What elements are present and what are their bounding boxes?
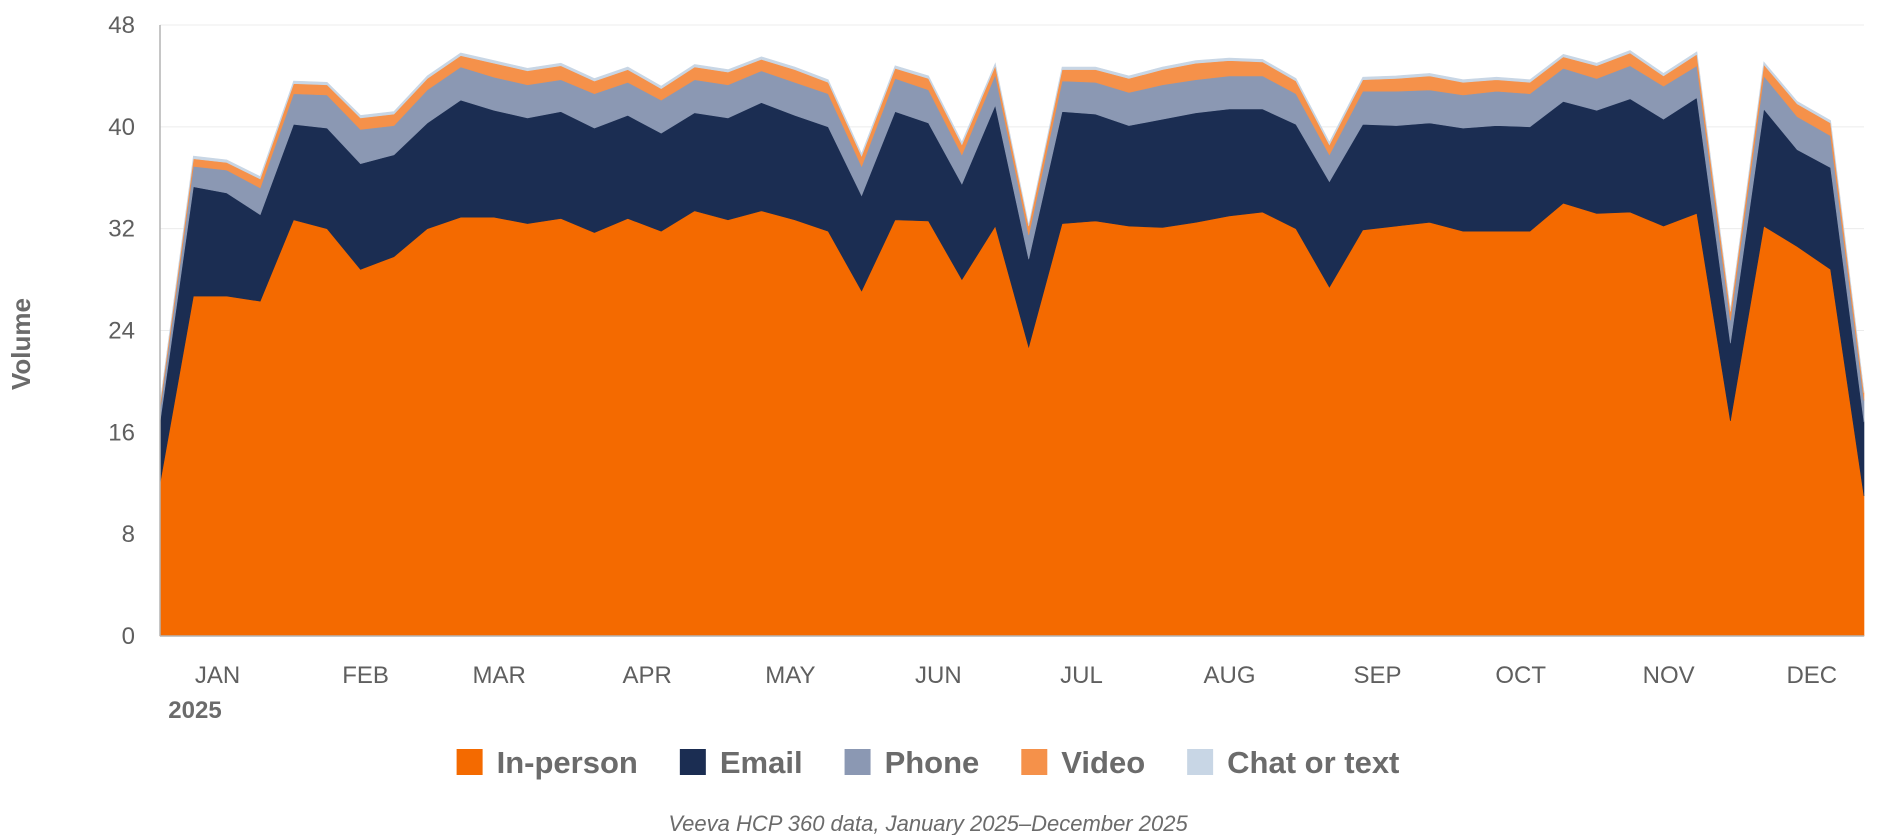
x-tick-label: JAN xyxy=(195,662,240,689)
legend-label: Video xyxy=(1061,745,1145,780)
legend-swatch xyxy=(844,749,871,775)
legend-item-chat-or-text: Chat or text xyxy=(1187,745,1399,780)
y-tick-label: 32 xyxy=(108,216,135,243)
legend-label: Phone xyxy=(885,745,980,780)
legend-swatch xyxy=(456,749,483,775)
x-tick-label: FEB xyxy=(342,662,389,689)
legend: In-person Email Phone Video Chat or text xyxy=(456,745,1399,780)
y-tick-label: 40 xyxy=(108,114,135,141)
x-tick-label: OCT xyxy=(1495,662,1546,689)
x-tick-labels: JAN FEB MAR APR MAY JUN JUL AUG SEP OCT NOV DEC xyxy=(195,662,1837,689)
legend-label: Email xyxy=(720,745,803,780)
y-tick-labels: 0 8 16 24 32 40 48 xyxy=(108,12,135,650)
y-tick-label: 24 xyxy=(108,318,135,345)
y-axis-title: Volume xyxy=(6,298,36,390)
x-tick-label: APR xyxy=(622,662,671,689)
source-note: Veeva HCP 360 data, January 2025–Decembe… xyxy=(668,811,1188,835)
legend-swatch xyxy=(1021,749,1048,775)
legend-label: In-person xyxy=(497,745,638,780)
x-year-label: 2025 xyxy=(168,697,221,724)
y-tick-label: 0 xyxy=(122,623,135,650)
x-tick-label: MAR xyxy=(473,662,526,689)
x-tick-label: NOV xyxy=(1643,662,1695,689)
axes xyxy=(159,25,1864,637)
legend-label: Chat or text xyxy=(1227,745,1399,780)
x-tick-label: JUN xyxy=(915,662,962,689)
legend-item-email: Email xyxy=(679,745,803,780)
legend-item-phone: Phone xyxy=(844,745,980,780)
y-tick-label: 16 xyxy=(108,419,135,446)
legend-item-in-person: In-person xyxy=(456,745,638,780)
x-tick-label: SEP xyxy=(1353,662,1401,689)
x-tick-label: MAY xyxy=(765,662,815,689)
x-tick-label: JUL xyxy=(1060,662,1103,689)
legend-swatch xyxy=(679,749,706,775)
areas xyxy=(159,50,1865,637)
x-tick-label: AUG xyxy=(1203,662,1255,689)
x-tick-label: DEC xyxy=(1786,662,1837,689)
legend-swatch xyxy=(1187,749,1214,775)
legend-item-video: Video xyxy=(1021,745,1145,780)
y-tick-label: 48 xyxy=(108,12,135,39)
y-tick-label: 8 xyxy=(122,521,135,548)
area-series-chat-or-text xyxy=(159,50,1865,405)
